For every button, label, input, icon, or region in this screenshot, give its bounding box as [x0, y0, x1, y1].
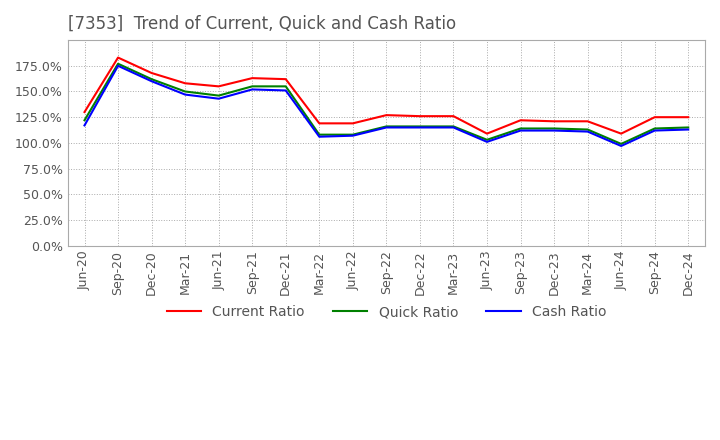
- Quick Ratio: [617, 141, 626, 147]
- Current Ratio: [348, 121, 357, 126]
- Quick Ratio: [181, 89, 189, 94]
- Current Ratio: [114, 55, 122, 60]
- Current Ratio: [550, 119, 559, 124]
- Current Ratio: [684, 114, 693, 120]
- Current Ratio: [215, 84, 223, 89]
- Text: [7353]  Trend of Current, Quick and Cash Ratio: [7353] Trend of Current, Quick and Cash …: [68, 15, 456, 33]
- Current Ratio: [516, 117, 525, 123]
- Current Ratio: [248, 76, 256, 81]
- Line: Cash Ratio: Cash Ratio: [84, 66, 688, 146]
- Quick Ratio: [80, 117, 89, 123]
- Current Ratio: [148, 70, 156, 76]
- Quick Ratio: [516, 126, 525, 131]
- Current Ratio: [80, 110, 89, 115]
- Cash Ratio: [550, 128, 559, 133]
- Quick Ratio: [315, 132, 323, 137]
- Current Ratio: [181, 81, 189, 86]
- Cash Ratio: [215, 96, 223, 101]
- Cash Ratio: [415, 125, 424, 130]
- Legend: Current Ratio, Quick Ratio, Cash Ratio: Current Ratio, Quick Ratio, Cash Ratio: [161, 300, 612, 325]
- Line: Quick Ratio: Quick Ratio: [84, 64, 688, 144]
- Quick Ratio: [449, 124, 458, 129]
- Cash Ratio: [248, 87, 256, 92]
- Cash Ratio: [449, 125, 458, 130]
- Cash Ratio: [617, 143, 626, 149]
- Cash Ratio: [482, 139, 491, 144]
- Quick Ratio: [282, 84, 290, 89]
- Quick Ratio: [583, 127, 592, 132]
- Cash Ratio: [684, 127, 693, 132]
- Quick Ratio: [348, 132, 357, 137]
- Current Ratio: [583, 119, 592, 124]
- Current Ratio: [617, 131, 626, 136]
- Quick Ratio: [415, 124, 424, 129]
- Quick Ratio: [148, 77, 156, 82]
- Quick Ratio: [114, 61, 122, 66]
- Cash Ratio: [650, 128, 659, 133]
- Current Ratio: [315, 121, 323, 126]
- Quick Ratio: [215, 93, 223, 98]
- Cash Ratio: [382, 125, 391, 130]
- Current Ratio: [415, 114, 424, 119]
- Cash Ratio: [583, 129, 592, 134]
- Current Ratio: [382, 113, 391, 118]
- Current Ratio: [282, 77, 290, 82]
- Cash Ratio: [348, 133, 357, 138]
- Cash Ratio: [80, 123, 89, 128]
- Quick Ratio: [650, 126, 659, 131]
- Cash Ratio: [148, 79, 156, 84]
- Quick Ratio: [684, 125, 693, 130]
- Cash Ratio: [282, 88, 290, 93]
- Cash Ratio: [315, 134, 323, 139]
- Quick Ratio: [550, 126, 559, 131]
- Cash Ratio: [181, 92, 189, 97]
- Current Ratio: [650, 114, 659, 120]
- Quick Ratio: [482, 137, 491, 143]
- Quick Ratio: [248, 84, 256, 89]
- Quick Ratio: [382, 124, 391, 129]
- Line: Current Ratio: Current Ratio: [84, 58, 688, 134]
- Current Ratio: [482, 131, 491, 136]
- Cash Ratio: [516, 128, 525, 133]
- Cash Ratio: [114, 63, 122, 69]
- Current Ratio: [449, 114, 458, 119]
